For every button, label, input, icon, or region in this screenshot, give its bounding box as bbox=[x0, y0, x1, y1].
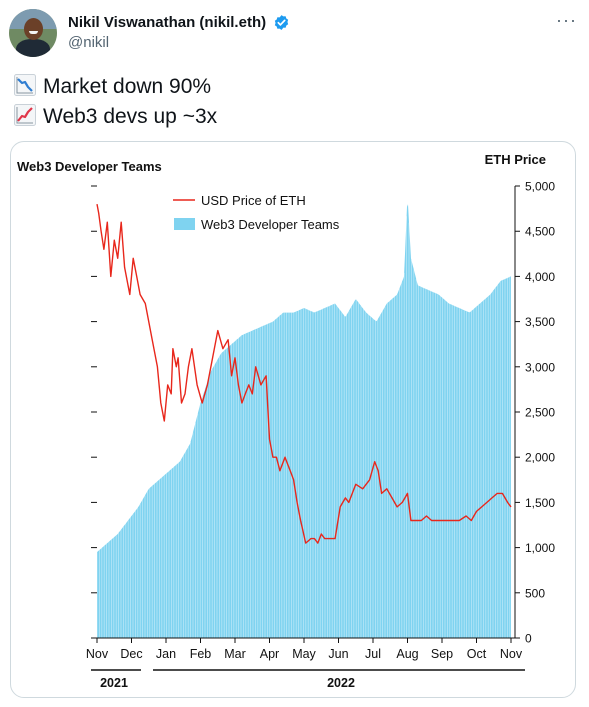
month-label: Dec bbox=[120, 647, 142, 661]
dev-teams-area bbox=[96, 204, 511, 638]
avatar[interactable] bbox=[9, 9, 57, 57]
chart-decreasing-icon bbox=[14, 74, 36, 96]
month-label: Mar bbox=[224, 647, 246, 661]
month-label: Sep bbox=[431, 647, 453, 661]
chart-image-card[interactable]: Web3 Developer Teams ETH Price 0 500 1,000… bbox=[10, 141, 576, 698]
chart-increasing-icon bbox=[14, 104, 36, 126]
dev-teams-area-fill bbox=[97, 204, 511, 638]
month-label: Nov bbox=[86, 647, 109, 661]
tweet-line-2: Web3 devs up ~3x bbox=[14, 104, 217, 129]
y-tick-label: 3,000 bbox=[525, 360, 555, 374]
y-tick-label: 2,500 bbox=[525, 406, 555, 420]
chart-right-title: ETH Price bbox=[485, 152, 546, 167]
year-label-2021: 2021 bbox=[100, 676, 128, 690]
tweet-line-2-text: Web3 devs up ~3x bbox=[43, 105, 218, 128]
month-label: Oct bbox=[467, 647, 487, 661]
eth-price-line bbox=[96, 203, 512, 544]
chart: Web3 Developer Teams ETH Price 0 500 1,000… bbox=[17, 152, 555, 691]
month-label: Aug bbox=[396, 647, 418, 661]
axes: 0 500 1,000 1,500 2,000 2,500 3,000 3,500 4,000 4… bbox=[86, 180, 555, 691]
legend-eth-label: USD Price of ETH bbox=[201, 193, 306, 208]
month-label: Jan bbox=[156, 647, 176, 661]
legend-devs-label: Web3 Developer Teams bbox=[201, 217, 340, 232]
chart-left-title: Web3 Developer Teams bbox=[17, 159, 162, 174]
y-tick-label: 1,500 bbox=[525, 496, 555, 510]
y-tick-label: 5,000 bbox=[525, 180, 555, 194]
y-tick-label: 0 bbox=[525, 632, 532, 646]
legend-devs-swatch bbox=[174, 218, 195, 230]
month-label: May bbox=[292, 647, 316, 661]
y-tick-label: 3,500 bbox=[525, 315, 555, 329]
tweet-line-1-text: Market down 90% bbox=[43, 75, 212, 98]
eth-price-series bbox=[96, 203, 512, 544]
y-tick-label: 4,500 bbox=[525, 225, 555, 239]
y-tick-label: 2,000 bbox=[525, 451, 555, 465]
verified-badge-icon bbox=[274, 15, 289, 30]
author-name[interactable]: Nikil Viswanathan (nikil.eth) bbox=[68, 14, 267, 31]
year-label-2022: 2022 bbox=[327, 676, 355, 690]
more-dots-icon[interactable]: ··· bbox=[556, 10, 577, 30]
y-tick-label: 500 bbox=[525, 586, 545, 600]
author-handle[interactable]: @nikil bbox=[68, 34, 110, 51]
month-label: Jun bbox=[328, 647, 348, 661]
y-tick-label: 1,000 bbox=[525, 541, 555, 555]
month-label: Feb bbox=[190, 647, 212, 661]
y-tick-label: 4,000 bbox=[525, 270, 555, 284]
legend: USD Price of ETH Web3 Developer Teams bbox=[173, 193, 340, 232]
month-label: Apr bbox=[260, 647, 279, 661]
tweet-line-1: Market down 90% bbox=[14, 74, 211, 99]
month-label: Jul bbox=[365, 647, 381, 661]
month-label: Nov bbox=[500, 647, 523, 661]
